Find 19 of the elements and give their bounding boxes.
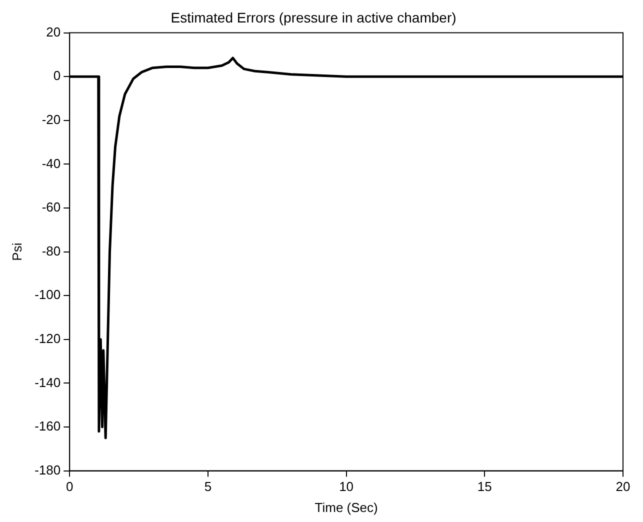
y-axis-title: Psi bbox=[9, 242, 24, 261]
y-tick-label: -20 bbox=[42, 112, 61, 127]
y-tick-label: -180 bbox=[34, 462, 61, 478]
x-tick-label: 20 bbox=[616, 479, 630, 494]
chart-title: Estimated Errors (pressure in active chamber) bbox=[170, 9, 456, 26]
y-tick-label: -160 bbox=[34, 418, 61, 434]
y-tick-label: -80 bbox=[42, 243, 61, 258]
y-tick-label: -40 bbox=[42, 156, 61, 171]
y-tick-label: -60 bbox=[42, 200, 61, 215]
x-tick-label: 15 bbox=[477, 479, 492, 494]
x-tick-label: 10 bbox=[339, 479, 354, 494]
y-tick-label: 0 bbox=[53, 68, 61, 84]
y-tick-label: -140 bbox=[34, 374, 61, 390]
y-tick-label: 20 bbox=[46, 24, 61, 40]
x-tick-label: 5 bbox=[204, 479, 212, 494]
y-tick-label: -120 bbox=[34, 330, 61, 346]
x-axis-title: Time (Sec) bbox=[314, 500, 378, 515]
x-tick-label: 0 bbox=[66, 479, 74, 494]
y-tick-label: -100 bbox=[34, 287, 61, 302]
